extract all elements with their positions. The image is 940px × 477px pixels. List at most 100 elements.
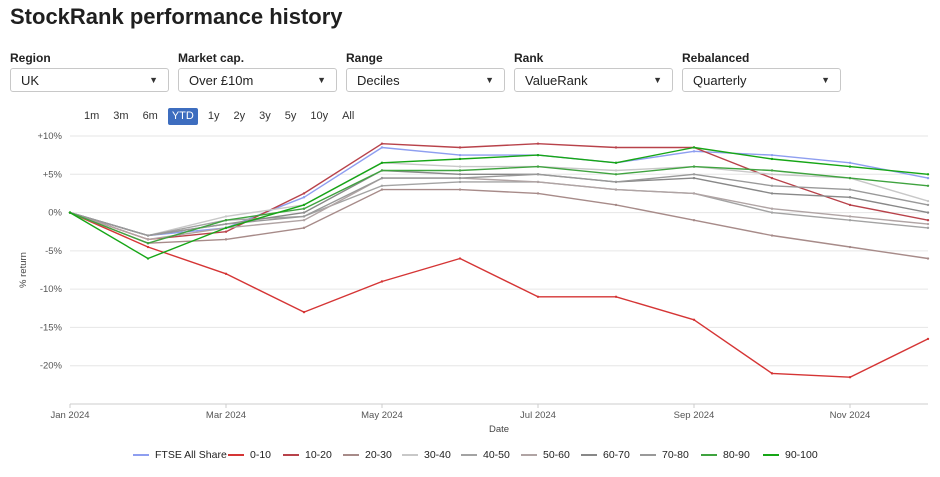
range-button-1m[interactable]: 1m <box>84 110 100 122</box>
data-point-90-100 <box>614 161 618 164</box>
legend-item-90-100[interactable]: 90-100 <box>763 449 818 461</box>
y-axis-ticks: +10% +5% 0% -5% -10% -15% -20% <box>37 131 62 372</box>
data-point-60-70 <box>926 211 930 214</box>
series-line-50-60 <box>69 177 929 241</box>
data-point-70-80 <box>380 176 384 180</box>
chart-grid <box>70 135 928 405</box>
data-point-60-70 <box>848 196 852 199</box>
data-point-20-30 <box>692 219 696 222</box>
data-point-90-100 <box>770 157 774 161</box>
range-button-6m[interactable]: 6m <box>142 110 158 122</box>
data-point-0-10 <box>614 295 618 298</box>
y-tick-label: -20% <box>40 361 63 372</box>
legend-item-0-10[interactable]: 0-10 <box>228 449 271 461</box>
legend-item-70-80[interactable]: 70-80 <box>640 449 689 461</box>
chevron-down-icon: ▼ <box>821 75 830 85</box>
data-point-90-100 <box>224 226 228 230</box>
data-point-0-10 <box>926 337 930 341</box>
filter-bar: Region UK ▼ Market cap. Over £10m ▼ Rang… <box>10 50 930 94</box>
data-point-0-10 <box>458 257 462 260</box>
legend-swatch <box>701 454 717 456</box>
x-tick-label: Jul 2024 <box>520 410 556 421</box>
legend-item-50-60[interactable]: 50-60 <box>521 449 570 461</box>
range-select[interactable]: Deciles ▼ <box>346 68 505 92</box>
data-point-20-30 <box>848 245 852 249</box>
x-tick-label: Jan 2024 <box>50 410 89 421</box>
data-point-40-50 <box>380 184 384 187</box>
market-cap-select[interactable]: Over £10m ▼ <box>178 68 337 92</box>
data-point-90-100 <box>68 211 72 214</box>
data-point-90-100 <box>458 157 462 161</box>
legend-item-20-30[interactable]: 20-30 <box>343 449 392 461</box>
data-point-0-10 <box>380 280 384 283</box>
y-tick-label: -5% <box>45 246 62 257</box>
data-point-70-80 <box>458 176 462 180</box>
data-point-0-10 <box>848 376 852 379</box>
range-button-2y[interactable]: 2y <box>233 110 246 122</box>
chart-series <box>68 142 930 379</box>
range-button-all[interactable]: All <box>342 110 355 122</box>
data-point-10-20 <box>926 219 930 222</box>
range-button-5y[interactable]: 5y <box>284 110 297 122</box>
data-point-0-10 <box>302 310 306 314</box>
legend-item-10-20[interactable]: 10-20 <box>283 449 332 461</box>
data-point-50-60 <box>926 222 930 226</box>
x-tick-label: Nov 2024 <box>830 410 871 421</box>
chevron-down-icon: ▼ <box>485 75 494 85</box>
data-point-80-90 <box>848 176 852 180</box>
data-point-70-80 <box>146 234 150 237</box>
data-point-70-80 <box>770 184 774 187</box>
data-point-10-20 <box>224 230 228 233</box>
rank-select[interactable]: ValueRank ▼ <box>514 68 673 92</box>
legend-label: 70-80 <box>662 449 689 461</box>
data-point-20-30 <box>926 257 930 260</box>
legend-item-80-90[interactable]: 80-90 <box>701 449 750 461</box>
range-button-10y[interactable]: 10y <box>310 110 329 122</box>
series-line-40-50 <box>69 181 929 237</box>
region-select[interactable]: UK ▼ <box>10 68 169 92</box>
data-point-20-30 <box>614 203 618 207</box>
data-point-90-100 <box>380 161 384 164</box>
data-point-80-90 <box>614 173 618 176</box>
region-value: UK <box>21 72 40 88</box>
range-button-3m[interactable]: 3m <box>113 110 129 122</box>
data-point-40-50 <box>770 211 774 214</box>
range-button-ytd[interactable]: YTD <box>167 108 198 125</box>
rebalanced-label: Rebalanced <box>682 51 750 65</box>
legend-item-ftse-all-share[interactable]: FTSE All Share <box>133 449 227 461</box>
data-point-50-60 <box>692 192 696 195</box>
data-point-80-90 <box>146 242 150 245</box>
data-point-ftse-all-share <box>926 176 930 180</box>
data-point-90-100 <box>146 257 150 260</box>
data-point-30-40 <box>614 169 618 172</box>
legend-item-40-50[interactable]: 40-50 <box>461 449 510 461</box>
rank-label: Rank <box>514 51 544 65</box>
data-point-ftse-all-share <box>692 150 696 153</box>
legend-item-60-70[interactable]: 60-70 <box>581 449 630 461</box>
x-axis-ticks: Jan 2024 Mar 2024 May 2024 Jul 2024 Sep 2024… <box>50 404 870 421</box>
range-selector: 1m 3m 6m YTD 1y 2y 3y 5y 10y All <box>80 108 358 125</box>
chevron-down-icon: ▼ <box>149 75 158 85</box>
data-point-60-70 <box>458 173 462 176</box>
data-point-50-60 <box>770 207 774 210</box>
rebalanced-select[interactable]: Quarterly ▼ <box>682 68 841 92</box>
legend-swatch <box>461 454 477 456</box>
legend-item-30-40[interactable]: 30-40 <box>402 449 451 461</box>
data-point-ftse-all-share <box>380 146 384 149</box>
range-button-1y[interactable]: 1y <box>207 110 220 122</box>
y-tick-label: +5% <box>43 169 63 180</box>
chart-legend: FTSE All Share 0-10 10-20 20-30 30-40 40-50 50… <box>0 449 940 467</box>
data-point-70-80 <box>848 188 852 191</box>
region-filter: Region UK ▼ <box>10 50 169 92</box>
data-point-10-20 <box>302 192 306 195</box>
y-axis-title: % return <box>18 252 29 288</box>
data-point-80-90 <box>458 169 462 172</box>
range-button-3y[interactable]: 3y <box>259 110 271 122</box>
data-point-90-100 <box>536 153 540 157</box>
data-point-40-50 <box>926 226 930 230</box>
x-tick-label: Sep 2024 <box>674 410 715 421</box>
data-point-70-80 <box>224 222 228 226</box>
data-point-40-50 <box>848 219 852 222</box>
data-point-80-90 <box>926 184 930 187</box>
y-tick-label: +10% <box>37 131 62 142</box>
